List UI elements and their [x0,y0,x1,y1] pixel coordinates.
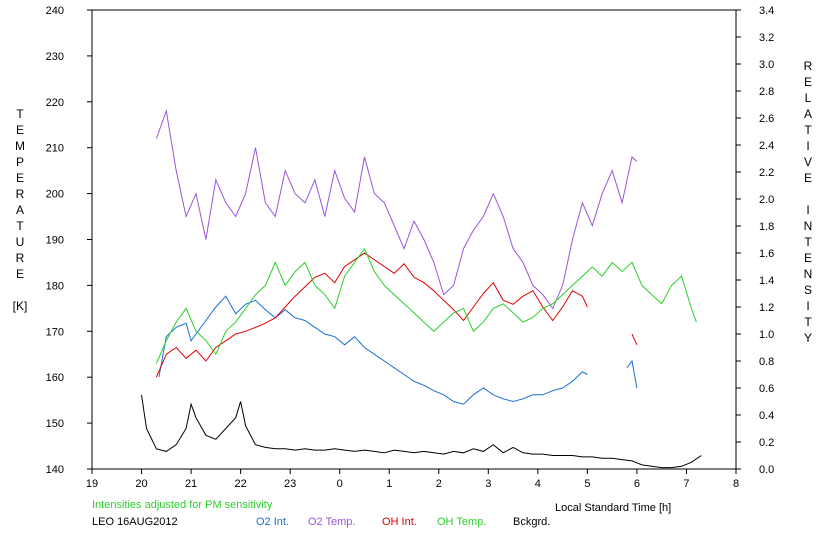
y-right-title-letter: E [804,171,812,185]
y-right-tick-label: 0.8 [759,356,774,368]
y-right-tick-label: 2.4 [759,140,774,152]
y-right-title-letter: I [806,299,809,313]
y-right-title-letter: N [804,219,813,233]
x-tick-label: 22 [234,478,246,490]
y-left-tick-label: 180 [46,280,64,292]
y-right-title-letter: T [804,315,812,329]
y-right-tick-label: 0.6 [759,383,774,395]
y-left-title-letter: T [16,219,24,233]
x-axis: 19 20 21 22 23 0 1 2 3 4 5 6 7 8 [86,469,739,490]
x-tick-label: 2 [436,478,442,490]
y-right-tick-label: 1.0 [759,329,774,341]
y-axis-left: 140 150 160 170 180 190 200 210 220 230 240 [46,5,92,476]
y-right-title-letter: I [806,139,809,153]
y-right-title-letter: I [806,203,809,217]
series-o2-int [158,295,588,405]
x-tick-label: 19 [86,478,98,490]
y-right-title-letter: Y [804,331,812,345]
y-left-tick-label: 210 [46,143,64,155]
y-left-title-letter: E [16,123,24,137]
x-tick-label: 23 [284,478,296,490]
y-right-title-letter: V [804,155,812,169]
y-left-title-letter: P [16,155,24,169]
y-right-title-letter: E [804,251,812,265]
y-right-title-letter: A [804,107,812,121]
series-layer [141,109,702,469]
y-right-title-letter: L [805,91,812,105]
y-right-tick-label: 1.2 [759,302,774,314]
x-axis-title: Local Standard Time [h] [555,502,671,514]
y-left-tick-label: 160 [46,372,64,384]
x-tick-label: 5 [584,478,590,490]
x-tick-label: 0 [337,478,343,490]
x-tick-label: 20 [135,478,147,490]
y-left-title-letter: M [15,139,25,153]
series-o2-int-late [626,359,638,389]
y-left-tick-label: 200 [46,189,64,201]
x-tick-label: 7 [683,478,689,490]
station-label: LEO 16AUG2012 [92,516,178,528]
y-right-title-letter: T [804,123,812,137]
legend-o2-temp: O2 Temp. [308,516,356,528]
y-right-tick-label: 2.8 [759,86,774,98]
x-tick-label: 1 [386,478,392,490]
y-right-title-letter: T [804,235,812,249]
y-right-tick-label: 0.2 [759,437,774,449]
y-right-tick-label: 1.6 [759,248,774,260]
legend-oh-temp: OH Temp. [437,516,486,528]
y-right-tick-label: 3.0 [759,59,774,71]
x-tick-label: 3 [485,478,491,490]
y-right-tick-label: 1.8 [759,221,774,233]
y-right-tick-label: 2.6 [759,113,774,125]
y-left-tick-label: 240 [46,5,64,17]
y-axis-right: 0.0 0.2 0.4 0.6 0.8 1.0 1.2 1.4 1.6 1.8 2.0 2.2 2.4 2… [736,5,774,476]
y-left-tick-label: 220 [46,97,64,109]
y-right-tick-label: 3.4 [759,5,774,17]
y-left-title-letter: E [16,267,24,281]
y-right-title-letter: N [804,267,813,281]
legend-oh-int: OH Int. [382,516,417,528]
y-left-tick-label: 230 [46,51,64,63]
series-o2-temp [155,109,638,310]
y-left-title-letter: A [16,203,24,217]
y-left-tick-label: 170 [46,326,64,338]
y-left-title-letter: E [16,171,24,185]
legend-o2-int: O2 Int. [256,516,289,528]
y-right-tick-label: 0.4 [759,410,774,422]
x-tick-label: 4 [535,478,541,490]
y-left-tick-label: 140 [46,464,64,476]
x-tick-label: 8 [733,478,739,490]
y-right-title-letter: R [804,59,813,73]
series-oh-int [155,252,588,378]
series-bckgrd [141,394,702,469]
y-right-tick-label: 1.4 [759,275,774,287]
y-right-tick-label: 2.0 [759,194,774,206]
y-right-tick-label: 0.0 [759,464,774,476]
series-oh-temp [155,247,697,364]
x-tick-label: 6 [634,478,640,490]
y-left-title-letter: R [16,251,25,265]
y-right-title-letter: S [804,283,812,297]
legend-bckgrd: Bckgrd. [513,516,550,528]
x-tick-label: 21 [185,478,197,490]
y-left-title-letter: T [16,107,24,121]
y-left-title-letter: R [16,187,25,201]
y-right-tick-label: 2.2 [759,167,774,179]
sensitivity-note: Intensities adjusted for PM sensitivity [92,499,273,511]
y-right-tick-label: 3.2 [759,32,774,44]
y-left-tick-label: 190 [46,235,64,247]
y-right-title-letter: E [804,75,812,89]
y-left-tick-label: 150 [46,418,64,430]
series-oh-int-late [631,333,638,346]
y-left-title-letter: [K] [13,299,28,313]
plot-frame [91,9,737,470]
y-left-title-letter: U [16,235,25,249]
